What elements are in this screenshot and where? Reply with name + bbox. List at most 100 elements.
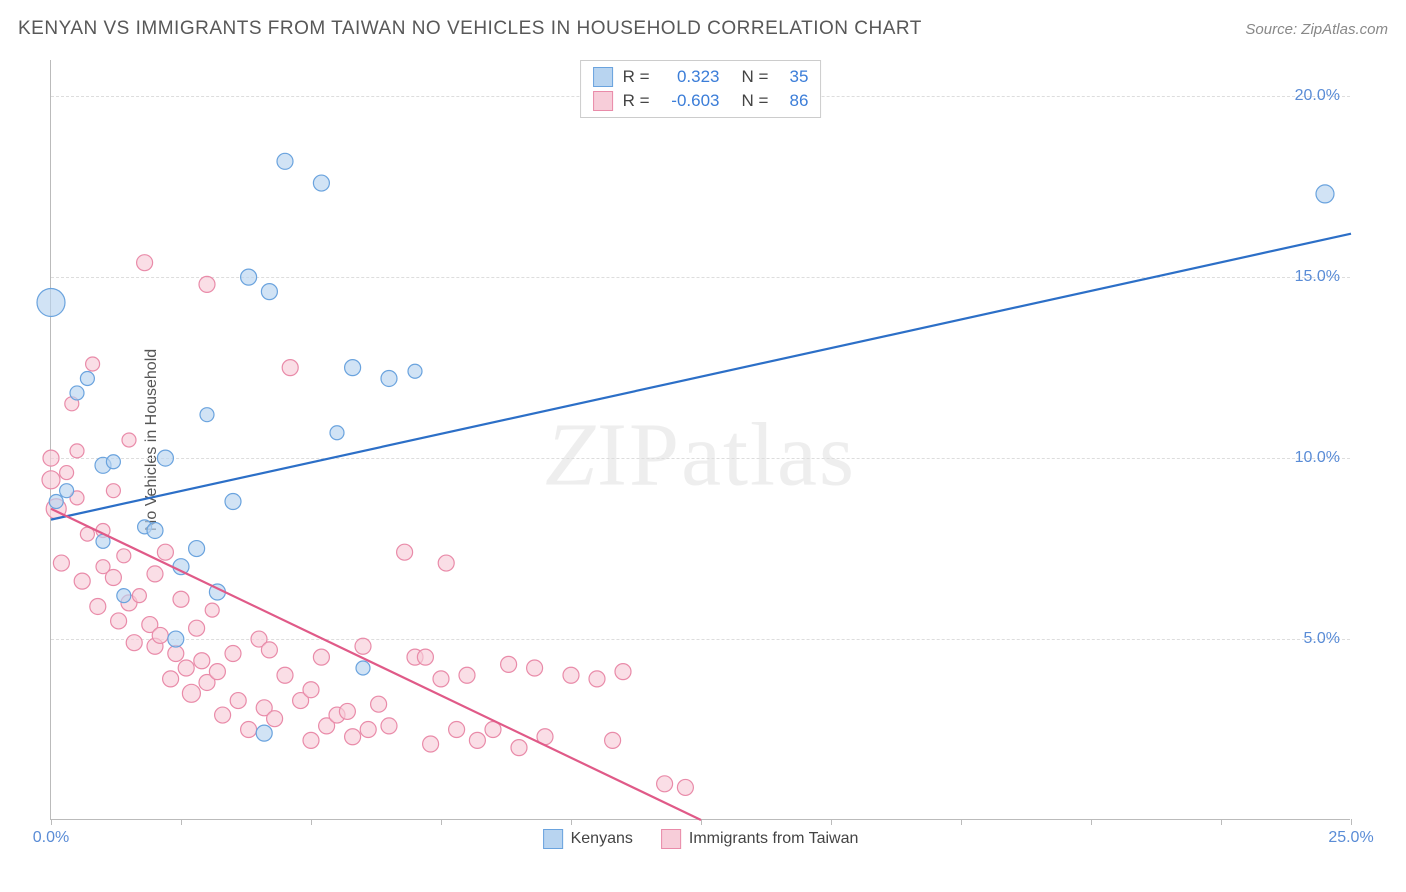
data-point <box>1316 185 1334 203</box>
data-point <box>106 484 120 498</box>
data-point <box>433 671 449 687</box>
x-tick-label: 0.0% <box>33 829 69 847</box>
data-point <box>381 370 397 386</box>
data-point <box>122 433 136 447</box>
x-tick <box>441 819 442 825</box>
data-point <box>339 703 355 719</box>
data-point <box>330 426 344 440</box>
source-prefix: Source: <box>1245 21 1301 38</box>
legend-swatch <box>543 829 563 849</box>
data-point <box>117 589 131 603</box>
r-value: -0.603 <box>660 91 720 111</box>
series-legend-item: Immigrants from Taiwan <box>661 829 859 849</box>
data-point <box>459 667 475 683</box>
data-point <box>511 740 527 756</box>
data-point <box>111 613 127 629</box>
r-value: 0.323 <box>660 67 720 87</box>
data-point <box>173 559 189 575</box>
data-point <box>408 364 422 378</box>
data-point <box>37 288 65 316</box>
data-point <box>60 466 74 480</box>
data-point <box>53 555 69 571</box>
data-point <box>303 682 319 698</box>
series-legend: Kenyans Immigrants from Taiwan <box>543 829 859 849</box>
source-attribution: Source: ZipAtlas.com <box>1245 21 1388 38</box>
data-point <box>615 664 631 680</box>
data-point <box>74 573 90 589</box>
data-point <box>256 725 272 741</box>
data-point <box>563 667 579 683</box>
data-point <box>157 544 173 560</box>
data-point <box>157 450 173 466</box>
data-point <box>126 635 142 651</box>
data-point <box>657 776 673 792</box>
data-point <box>189 620 205 636</box>
data-point <box>42 471 60 489</box>
x-tick <box>51 819 52 825</box>
n-value: 35 <box>778 67 808 87</box>
n-label: N = <box>742 67 769 87</box>
data-point <box>438 555 454 571</box>
data-point <box>230 693 246 709</box>
chart-title: KENYAN VS IMMIGRANTS FROM TAIWAN NO VEHI… <box>18 18 922 40</box>
data-point <box>182 684 200 702</box>
data-point <box>70 386 84 400</box>
x-tick <box>1351 819 1352 825</box>
data-point <box>261 284 277 300</box>
data-point <box>90 598 106 614</box>
data-point <box>106 455 120 469</box>
data-point <box>345 729 361 745</box>
data-point <box>147 522 163 538</box>
r-label: R = <box>623 67 650 87</box>
x-tick <box>1221 819 1222 825</box>
data-point <box>209 664 225 680</box>
data-point <box>313 649 329 665</box>
data-point <box>345 360 361 376</box>
data-point <box>200 408 214 422</box>
data-point <box>397 544 413 560</box>
data-point <box>355 638 371 654</box>
data-point <box>381 718 397 734</box>
correlation-legend-row: R = 0.323 N = 35 <box>593 65 809 89</box>
x-tick-label: 25.0% <box>1328 829 1373 847</box>
data-point <box>215 707 231 723</box>
data-point <box>137 255 153 271</box>
data-point <box>313 175 329 191</box>
data-point <box>147 566 163 582</box>
data-point <box>605 732 621 748</box>
data-point <box>277 667 293 683</box>
data-point <box>199 276 215 292</box>
series-name: Immigrants from Taiwan <box>689 830 859 848</box>
data-point <box>225 494 241 510</box>
n-value: 86 <box>778 91 808 111</box>
data-point <box>303 732 319 748</box>
chart-plot-area: No Vehicles in Household ZIPatlas 5.0%10… <box>50 60 1350 820</box>
chart-header: KENYAN VS IMMIGRANTS FROM TAIWAN NO VEHI… <box>18 18 1388 40</box>
data-point <box>241 722 257 738</box>
data-point <box>70 444 84 458</box>
data-point <box>178 660 194 676</box>
trend-line <box>51 509 701 820</box>
data-point <box>117 549 131 563</box>
x-tick <box>831 819 832 825</box>
data-point <box>501 656 517 672</box>
data-point <box>105 570 121 586</box>
x-tick <box>1091 819 1092 825</box>
series-name: Kenyans <box>571 830 633 848</box>
data-point <box>371 696 387 712</box>
data-point <box>168 646 184 662</box>
data-point <box>168 631 184 647</box>
scatter-svg <box>51 60 1350 819</box>
data-point <box>163 671 179 687</box>
data-point <box>356 661 370 675</box>
data-point <box>449 722 465 738</box>
data-point <box>527 660 543 676</box>
data-point <box>152 627 168 643</box>
data-point <box>49 495 63 509</box>
legend-swatch <box>593 67 613 87</box>
correlation-legend-row: R =-0.603N =86 <box>593 89 809 113</box>
data-point <box>277 153 293 169</box>
data-point <box>423 736 439 752</box>
data-point <box>43 450 59 466</box>
x-tick <box>961 819 962 825</box>
